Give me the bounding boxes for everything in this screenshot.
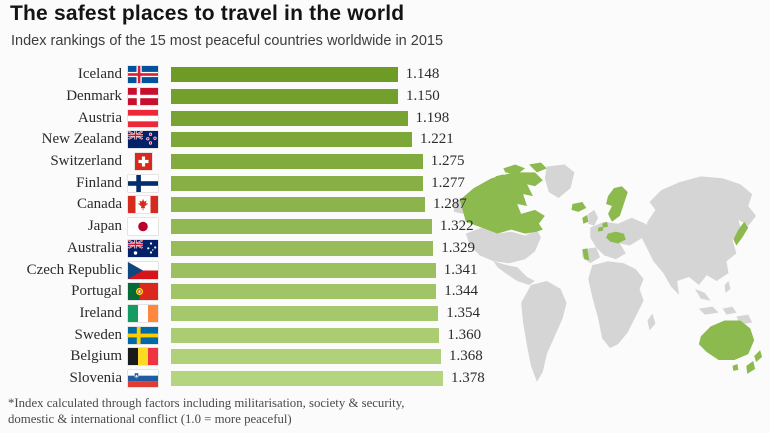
value-label: 1.322	[439, 218, 474, 235]
country-row: New Zealand 1.221	[0, 129, 540, 151]
country-label: Iceland	[77, 66, 122, 83]
value-bar	[171, 370, 443, 386]
page-subtitle: Index rankings of the 15 most peaceful c…	[11, 33, 444, 49]
japan-flag-icon	[128, 218, 158, 236]
country-row: Slovenia 1.378	[0, 368, 540, 390]
value-bar	[171, 197, 425, 213]
world-map	[453, 162, 763, 382]
country-label: Canada	[77, 196, 122, 213]
denmark-flag-icon	[128, 88, 158, 106]
czech-republic-flag-icon	[128, 261, 158, 279]
value-bar	[171, 67, 398, 83]
country-label: Ireland	[79, 304, 122, 321]
country-label: Japan	[87, 218, 122, 235]
footnote-line-2: domestic & international conflict (1.0 =…	[8, 411, 292, 426]
value-label: 1.150	[406, 88, 440, 105]
footnote-line-1: *Index calculated through factors includ…	[8, 396, 405, 410]
country-row: Austria 1.198	[0, 107, 540, 129]
switzerland-flag-icon	[128, 153, 158, 171]
map-central-europe-highlight	[606, 231, 626, 244]
value-label: 1.354	[446, 304, 481, 321]
value-bar	[171, 175, 424, 191]
ireland-flag-icon	[128, 304, 158, 322]
austria-flag-icon	[128, 109, 158, 127]
country-label: Switzerland	[50, 153, 122, 170]
country-row: Portugal 1.344	[0, 281, 540, 303]
country-label: Denmark	[66, 88, 122, 105]
value-label: 1.198	[415, 109, 450, 126]
country-row: Czech Republic 1.341	[0, 259, 540, 281]
value-bar	[171, 154, 423, 170]
value-bar	[171, 284, 437, 300]
value-bar	[171, 262, 436, 278]
country-row: Australia 1.329	[0, 238, 540, 260]
value-label: 1.287	[433, 196, 467, 213]
map-australia-highlight	[698, 320, 755, 371]
map-portugal-highlight	[582, 248, 590, 261]
country-label: Czech Republic	[26, 261, 122, 278]
country-row: Ireland 1.354	[0, 303, 540, 325]
country-label: Sweden	[74, 326, 123, 343]
value-bar	[171, 327, 440, 343]
value-label: 1.360	[447, 326, 482, 343]
value-label: 1.341	[443, 261, 478, 278]
country-label: Belgium	[70, 348, 122, 365]
map-new-zealand-highlight	[746, 350, 763, 374]
country-row: Sweden 1.360	[0, 324, 540, 346]
value-bar	[171, 110, 408, 126]
page-title: The safest places to travel in the world	[10, 2, 405, 25]
value-bar	[171, 240, 434, 256]
slovenia-flag-icon	[128, 369, 158, 387]
peace-index-bar-chart: Iceland 1.148 Denmark 1.150 Austria 1.19…	[0, 64, 540, 389]
value-bar	[171, 349, 441, 365]
country-row: Japan 1.322	[0, 216, 540, 238]
value-bar	[171, 89, 398, 105]
country-row: Denmark 1.150	[0, 86, 540, 108]
australia-flag-icon	[128, 239, 158, 257]
iceland-flag-icon	[128, 66, 158, 84]
sweden-flag-icon	[128, 326, 158, 344]
map-canada-islands-highlight	[495, 162, 547, 183]
country-label: Finland	[76, 174, 122, 191]
country-row: Iceland 1.148	[0, 64, 540, 86]
new-zealand-flag-icon	[128, 131, 158, 149]
map-iceland-highlight	[571, 202, 587, 212]
value-label: 1.221	[420, 131, 454, 148]
value-bar	[171, 132, 412, 148]
map-scandinavia-highlight	[606, 186, 628, 222]
finland-flag-icon	[128, 174, 158, 192]
value-label: 1.277	[431, 174, 465, 191]
value-bar	[171, 219, 432, 235]
country-row: Belgium 1.368	[0, 346, 540, 368]
value-bar	[171, 305, 439, 321]
country-row: Switzerland 1.275	[0, 151, 540, 173]
value-label: 1.329	[441, 239, 476, 256]
country-label: Portugal	[71, 283, 122, 300]
value-label: 1.275	[430, 153, 465, 170]
belgium-flag-icon	[128, 348, 158, 366]
value-label: 1.344	[444, 283, 479, 300]
value-label: 1.148	[405, 66, 440, 83]
value-label: 1.368	[449, 348, 483, 365]
map-belgium-highlight	[598, 226, 604, 232]
map-japan-highlight	[733, 221, 749, 246]
footnote: *Index calculated through factors includ…	[8, 396, 488, 427]
value-label: 1.378	[451, 369, 485, 386]
portugal-flag-icon	[128, 283, 158, 301]
country-row: Finland 1.277	[0, 172, 540, 194]
country-label: Austria	[77, 109, 122, 126]
country-row: Canada 1.287	[0, 194, 540, 216]
map-landmass	[453, 164, 757, 382]
map-ireland-highlight	[582, 214, 589, 224]
map-canada-highlight	[459, 172, 545, 234]
map-denmark-highlight	[602, 221, 609, 228]
canada-flag-icon	[128, 196, 158, 214]
country-label: New Zealand	[41, 131, 122, 148]
country-label: Australia	[67, 239, 122, 256]
country-label: Slovenia	[69, 369, 123, 386]
